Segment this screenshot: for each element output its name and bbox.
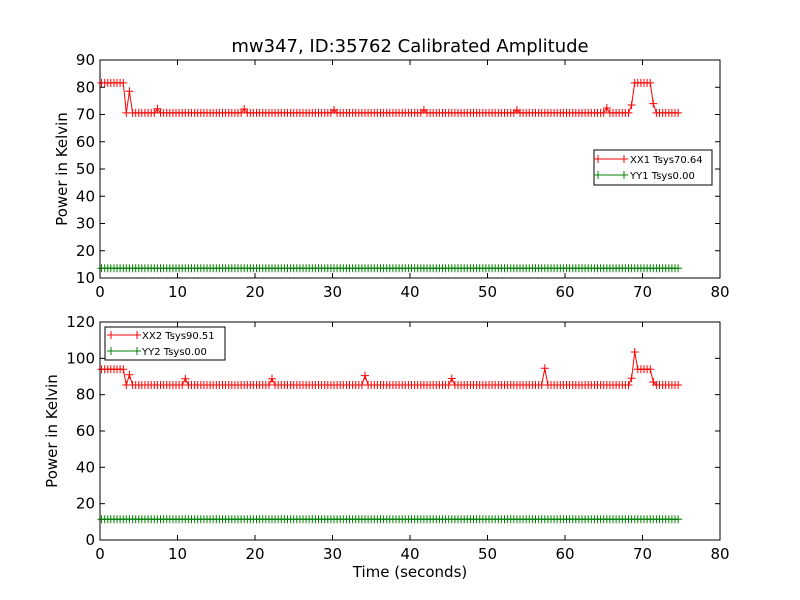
data-point [627,101,636,109]
bottom-series-yy2 [97,515,683,524]
top-y-tick-label: 80 [76,78,95,96]
bottom-y-tick-label: 100 [66,349,95,367]
data-point [119,78,128,87]
bottom-y-tick-label: 120 [66,313,95,331]
data-point [649,99,658,108]
bottom-x-tick-label: 0 [95,545,105,563]
top-plot-series [97,78,683,273]
bottom-y-tick-label: 20 [76,495,95,513]
bottom-x-tick-label: 60 [555,545,574,563]
top-y-tick-label: 20 [76,242,95,260]
top-x-tick-label: 10 [168,283,187,301]
legend-marker-xx2 [107,331,141,339]
data-point [181,374,190,383]
data-point [361,371,369,380]
data-point [540,364,549,373]
bottom-subplot: 0 10 20 30 40 50 60 70 80 0 20 40 60 80 100 120 Power i… [43,313,730,581]
bottom-x-tick-label: 10 [168,545,187,563]
top-x-tick-label: 60 [555,283,574,301]
bottom-x-tick-label: 40 [400,545,419,563]
bottom-y-tick-label: 80 [76,386,95,404]
bottom-plot-series [97,348,683,524]
bottom-plot-frame [99,321,721,541]
data-point [646,365,655,374]
legend-label-yy2: YY2 Tsys0.00 [141,347,207,358]
top-series-yy1 [97,264,683,273]
top-x-tick-label: 40 [400,283,419,301]
top-y-tick-label: 60 [76,133,95,151]
top-x-tick-label: 50 [478,283,497,301]
data-point [125,370,134,379]
bottom-x-tick-label: 80 [710,545,729,563]
bottom-series-xx2 [97,348,683,389]
legend-label-xx1: XX1 Tsys70.64 [630,155,703,166]
bottom-y-axis-label: Power in Kelvin [43,374,61,488]
legend-marker-yy2 [107,347,141,355]
bottom-y-tick-label: 60 [76,422,95,440]
top-y-tick-label: 40 [76,187,95,205]
data-point [119,365,128,374]
data-point [624,381,633,389]
bottom-legend-entry-yy2: YY2 Tsys0.00 [107,347,207,358]
top-legend-entry-xx1: XX1 Tsys70.64 [594,155,703,166]
top-y-axis-label: Power in Kelvin [53,112,71,226]
top-y-tick-label: 50 [76,160,95,178]
x-axis-label: Time (seconds) [352,563,468,581]
data-point [447,374,456,383]
top-x-tick-label: 0 [95,283,105,301]
top-x-tick-label: 20 [245,283,264,301]
bottom-axis-ticks: 0 10 20 30 40 50 60 70 80 0 20 40 60 80 100 120 [66,313,729,563]
top-legend-entry-yy1: YY1 Tsys0.00 [594,171,695,182]
top-legend: XX1 Tsys70.64 YY1 Tsys0.00 [593,149,713,186]
legend-label-yy1: YY1 Tsys0.00 [629,171,695,182]
data-point [674,515,683,524]
top-series-xx1 [97,78,683,117]
top-y-tick-label: 10 [76,269,95,287]
data-point [153,104,162,113]
bottom-y-tick-label: 0 [85,531,95,549]
bottom-x-tick-label: 50 [478,545,497,563]
top-legend-box [593,149,713,186]
legend-label-xx2: XX2 Tsys90.51 [142,331,215,342]
bottom-legend-entry-xx2: XX2 Tsys90.51 [107,331,215,342]
legend-marker-yy1 [594,171,628,179]
bottom-x-tick-label: 30 [323,545,342,563]
data-point [624,108,633,117]
bottom-x-tick-label: 70 [633,545,652,563]
legend-marker-xx1 [594,155,628,163]
top-x-tick-label: 30 [323,283,342,301]
data-point [674,264,683,273]
top-y-tick-label: 70 [76,106,95,124]
top-y-tick-label: 30 [76,215,95,233]
bottom-y-tick-label: 40 [76,458,95,476]
top-x-tick-label: 70 [633,283,652,301]
bottom-x-tick-label: 20 [245,545,264,563]
data-point [627,374,636,383]
top-plot-frame [99,59,721,279]
top-y-tick-label: 90 [76,51,95,69]
data-point [630,348,639,356]
data-point [268,374,276,383]
data-point [125,87,134,96]
top-x-tick-label: 80 [710,283,729,301]
bottom-legend-box [104,326,226,361]
data-point [674,108,683,117]
data-point [674,381,683,389]
data-point [646,78,655,87]
bottom-legend: XX2 Tsys90.51 YY2 Tsys0.00 [104,326,226,361]
data-point [602,104,611,112]
figure-title: mw347, ID:35762 Calibrated Amplitude [231,36,588,57]
